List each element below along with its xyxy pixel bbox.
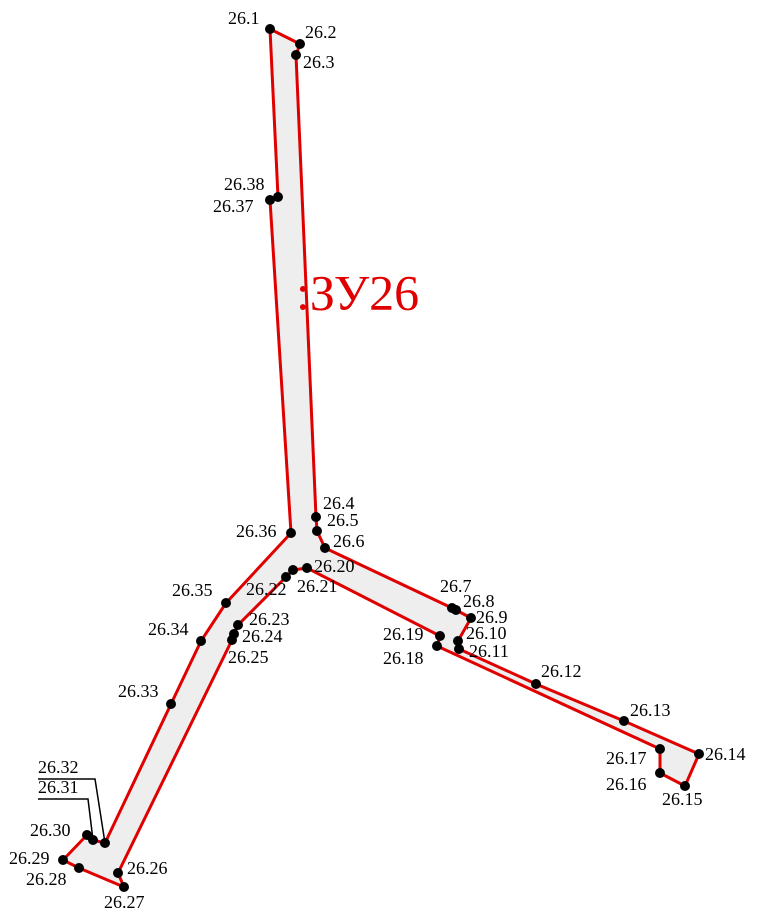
vertex (451, 605, 461, 615)
vertex-label: 26.6 (333, 531, 365, 551)
vertex-label: 26.31 (38, 777, 79, 797)
vertex-label: 26.15 (662, 789, 703, 809)
vertex (320, 543, 330, 553)
vertex-label: 26.12 (541, 661, 582, 681)
vertex-label: 26.14 (705, 744, 746, 764)
vertex-label: 26.37 (213, 196, 254, 216)
vertex (295, 39, 305, 49)
vertex-label: 26.1 (228, 8, 260, 28)
vertex-label: 26.32 (38, 757, 79, 777)
vertex-label: 26.25 (228, 647, 269, 667)
vertex-label: 26.16 (606, 774, 647, 794)
vertex (291, 50, 301, 60)
vertex-label: 26.28 (26, 869, 67, 889)
vertex (196, 636, 206, 646)
vertex (453, 636, 463, 646)
vertex-label: 26.24 (242, 626, 283, 646)
vertex (233, 620, 243, 630)
vertex-label: 26.18 (383, 648, 424, 668)
parcel-label: :ЗУ26 (296, 264, 419, 320)
vertex-label: 26.35 (172, 580, 213, 600)
vertex (302, 563, 312, 573)
vertex (166, 699, 176, 709)
vertex (466, 613, 476, 623)
vertex (119, 882, 129, 892)
vertex-label: 26.29 (9, 848, 50, 868)
vertex-label: 26.38 (224, 174, 265, 194)
vertex (286, 528, 296, 538)
vertex-label: 26.9 (476, 607, 508, 627)
vertex (273, 192, 283, 202)
vertex-label: 26.2 (305, 22, 337, 42)
vertex-label: 26.36 (236, 521, 277, 541)
vertex (312, 526, 322, 536)
vertex-label: 26.10 (466, 623, 507, 643)
vertex (311, 512, 321, 522)
vertex (74, 863, 84, 873)
vertex-label: 26.30 (30, 820, 71, 840)
vertex (88, 835, 98, 845)
vertex (265, 24, 275, 34)
vertex-label: 26.13 (630, 700, 671, 720)
vertex-label: 26.33 (118, 681, 159, 701)
vertex-label: 26.20 (314, 556, 355, 576)
vertex (531, 679, 541, 689)
vertex (432, 641, 442, 651)
vertex-label: 26.17 (606, 748, 647, 768)
vertex (655, 744, 665, 754)
vertex-label: 26.3 (303, 52, 335, 72)
vertex-label: 26.22 (246, 579, 287, 599)
vertex-label: 26.8 (463, 591, 495, 611)
vertex (281, 572, 291, 582)
vertex-label: 26.26 (127, 858, 168, 878)
vertex (435, 631, 445, 641)
vertex (113, 868, 123, 878)
vertex (454, 644, 464, 654)
vertex (265, 195, 275, 205)
vertex-label: 26.21 (297, 576, 338, 596)
vertex (680, 781, 690, 791)
vertex-label: 26.19 (383, 624, 424, 644)
vertex (288, 565, 298, 575)
vertex (619, 716, 629, 726)
vertex (694, 749, 704, 759)
vertex (227, 635, 237, 645)
vertex-label: 26.7 (440, 576, 472, 596)
vertex (58, 855, 68, 865)
leader-line (38, 778, 106, 844)
leader-line (38, 798, 94, 841)
vertex (221, 598, 231, 608)
vertex-label: 26.4 (323, 493, 355, 513)
parcel-outline (61, 27, 701, 889)
vertex (100, 838, 110, 848)
vertex-label: 26.27 (104, 892, 145, 912)
vertex-label: 26.34 (148, 619, 189, 639)
vertex-label: 26.5 (327, 510, 359, 530)
vertex-label: 26.11 (469, 641, 509, 661)
vertex (655, 768, 665, 778)
vertex-label: 26.23 (249, 609, 290, 629)
